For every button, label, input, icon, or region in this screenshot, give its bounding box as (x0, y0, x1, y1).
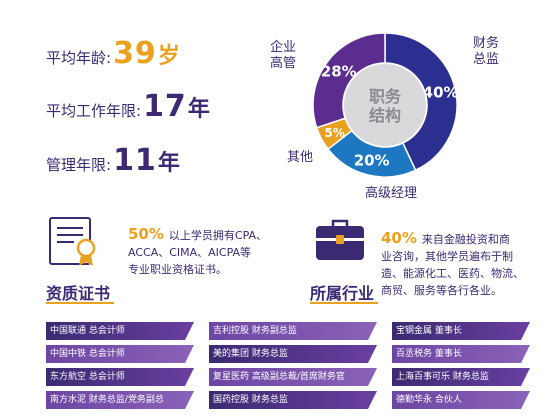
company-tag: 中国中铁 总会计师 (46, 345, 194, 363)
industry-line: 造、能源化工、医药、物流、 (381, 267, 524, 280)
company-tag: 吉利控股 财务副总监 (209, 322, 377, 340)
qualification-line: ACCA、CIMA、AICPA等 (128, 246, 252, 259)
industry-line: 40% 来自金融投资和商 (381, 229, 510, 247)
stat-average-work-years: 平均工作年限: 17 年 (46, 89, 210, 124)
industry-percent: 40% (381, 229, 417, 247)
company-tag: 上海百事可乐 财务总监 (392, 368, 530, 386)
slice-label-cfo: 财务 总监 (473, 36, 499, 68)
company-tag: 国药控股 财务总监 (209, 391, 377, 409)
slice-label-line: 高级经理 (365, 186, 418, 201)
stat-value: 39 (113, 36, 157, 71)
company-tags: 中国联通 总会计师 吉利控股 财务副总监 宝钢金属 董事长 中国中铁 总会计师 … (46, 322, 530, 417)
donut-slice (312, 32, 386, 129)
donut-center (344, 64, 426, 146)
industry-line: 商贸、服务等各行各业。 (381, 284, 502, 297)
company-tag: 德勤华永 合伙人 (392, 391, 530, 409)
slice-label-line: 总监 (473, 52, 500, 67)
donut-center-label: 职务 (369, 87, 402, 106)
donut-data-label: 28% (321, 63, 357, 81)
company-tag: 中国联通 总会计师 (46, 322, 194, 340)
slice-label-other: 其他 (287, 150, 313, 166)
company-tag: 复星医药 高级副总裁/首席财务官 (209, 368, 377, 386)
briefcase-icon (311, 216, 369, 272)
certificate-icon (46, 214, 104, 274)
slice-label-line: 其他 (287, 150, 314, 165)
donut-data-label: 40% (423, 84, 459, 102)
stat-value: 17 (143, 89, 187, 124)
slice-label-line: 企业 (270, 40, 297, 55)
company-tag: 百丞税务 董事长 (392, 345, 530, 363)
slice-label-line: 高管 (270, 56, 297, 71)
qualification-title: 资质证书 (46, 284, 111, 303)
industry-title: 所属行业 (310, 284, 375, 303)
industry-line: 业咨询，其他学员遍布于制 (381, 250, 513, 263)
qualification-line: 专业职业资格证书。 (128, 263, 227, 276)
stat-average-age: 平均年龄: 39 岁 (46, 36, 180, 71)
industry-text: 40% 来自金融投资和商 业咨询，其他学员遍布于制 造、能源化工、医药、物流、 商… (381, 230, 546, 299)
stat-unit: 年 (187, 97, 210, 122)
slice-label-line: 财务 (473, 36, 500, 51)
stat-label: 平均年龄: (46, 49, 112, 67)
donut-data-label: 5% (325, 126, 345, 140)
company-tag: 美的集团 财务总监 (209, 345, 377, 363)
industry-underline (310, 302, 378, 304)
company-tag: 东方航空 总会计师 (46, 368, 194, 386)
company-tag: 宝钢金属 董事长 (392, 322, 530, 340)
slice-label-senior-manager: 高级经理 (365, 186, 417, 202)
company-tag: 南方水泥 财务总监/党务副总 (46, 391, 194, 409)
qualification-text: 50% 以上学员拥有CPA、 ACCA、CIMA、AICPA等 专业职业资格证书。 (128, 226, 288, 278)
qualification-line: 50% 以上学员拥有CPA、 (128, 225, 268, 243)
qualification-underline (46, 302, 114, 304)
stat-value: 11 (113, 143, 157, 178)
donut-slice (384, 32, 458, 172)
stat-management-years: 管理年限: 11 年 (46, 143, 180, 178)
slice-label-executives: 企业 高管 (270, 40, 296, 72)
donut-data-label: 20% (354, 151, 390, 169)
stat-label: 平均工作年限: (46, 102, 142, 120)
stat-unit: 岁 (157, 44, 180, 69)
donut-center-label: 结构 (368, 106, 401, 125)
qualification-percent: 50% (128, 225, 164, 243)
stat-label: 管理年限: (46, 156, 112, 174)
stat-unit: 年 (157, 151, 180, 176)
